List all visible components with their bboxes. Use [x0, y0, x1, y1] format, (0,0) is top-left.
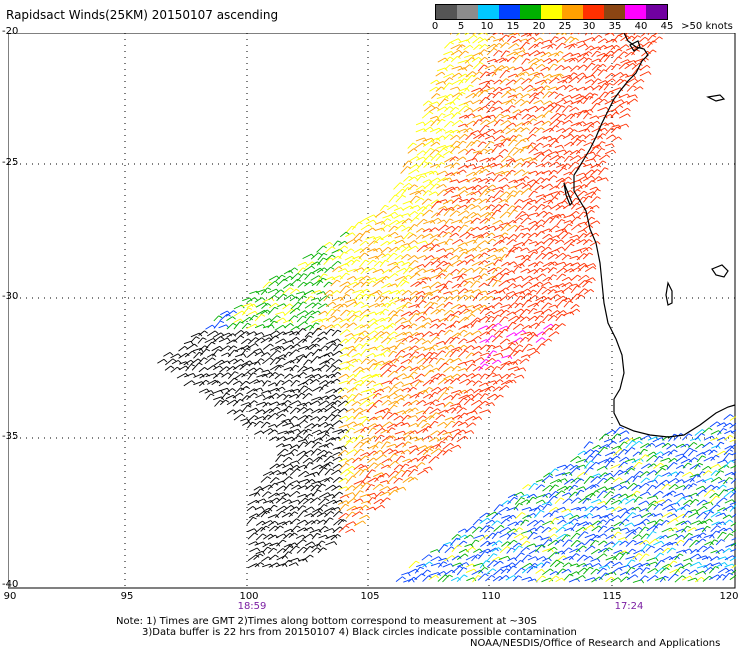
legend-swatch: [499, 5, 520, 19]
pass-time-left: 18:59: [237, 601, 267, 612]
map-title: Rapidsact Winds(25KM) 20150107 ascending: [6, 8, 279, 22]
lon-label: 90: [3, 591, 17, 602]
wind-barbs-layer: [157, 33, 736, 584]
legend-swatch: [478, 5, 499, 19]
legend-label: 45: [660, 21, 674, 32]
legend-labels: 0 5 10 15 20 25 30 35 40 45 >50 knots: [431, 21, 735, 33]
legend-label: 0: [431, 21, 439, 32]
legend-label: 25: [558, 21, 572, 32]
legend-swatch: [457, 5, 478, 19]
wind-map: [8, 33, 736, 589]
wind-speed-legend: 0 5 10 15 20 25 30 35 40 45 >50 knots: [431, 4, 735, 34]
legend-swatch: [604, 5, 625, 19]
legend-label: 15: [506, 21, 520, 32]
pass-time-right: 17:24: [614, 601, 644, 612]
legend-label: 40: [634, 21, 648, 32]
legend-swatch: [520, 5, 541, 19]
legend-label: 5: [457, 21, 465, 32]
lon-label: 105: [360, 591, 380, 602]
legend-swatch: [436, 5, 457, 19]
legend-label: 10: [480, 21, 494, 32]
note-line-3: NOAA/NESDIS/Office of Research and Appli…: [470, 638, 721, 649]
lon-label: 100: [239, 591, 259, 602]
lat-label: -40: [2, 579, 19, 590]
note-line-2: 3)Data buffer is 22 hrs from 20150107 4)…: [142, 627, 577, 638]
lon-label: 115: [602, 591, 622, 602]
legend-swatch: [541, 5, 562, 19]
lat-label: -35: [2, 431, 19, 442]
lon-label: 95: [120, 591, 134, 602]
lat-label: -30: [2, 291, 19, 302]
map-frame: [8, 33, 736, 589]
lon-label: 120: [719, 591, 739, 602]
legend-label: 30: [582, 21, 596, 32]
legend-swatch: [583, 5, 604, 19]
lat-label: -25: [2, 157, 19, 168]
gridlines: [8, 33, 736, 589]
note-line-1: Note: 1) Times are GMT 2)Times along bot…: [116, 616, 537, 627]
lon-label: 110: [481, 591, 501, 602]
legend-color-bar: [435, 4, 668, 20]
legend-swatch: [562, 5, 583, 19]
legend-label: 35: [608, 21, 622, 32]
legend-label: >50 knots: [681, 21, 733, 32]
legend-swatch: [625, 5, 646, 19]
legend-swatch: [646, 5, 667, 19]
lat-label: -20: [2, 26, 19, 37]
australia-coastline: [563, 33, 736, 438]
legend-label: 20: [532, 21, 546, 32]
